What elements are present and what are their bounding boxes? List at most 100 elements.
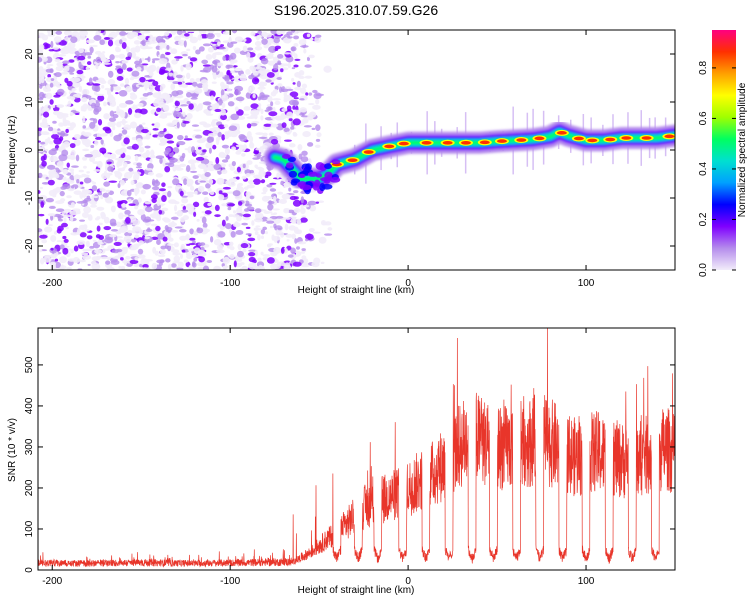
noise-speckle: [293, 35, 300, 40]
noise-speckle: [186, 30, 196, 33]
noise-speckle: [56, 240, 62, 243]
noise-speckle: [258, 136, 268, 139]
noise-speckle: [62, 117, 67, 124]
noise-speckle: [70, 202, 76, 208]
noise-speckle: [222, 265, 229, 268]
noise-speckle: [45, 218, 49, 225]
noise-speckle: [290, 51, 296, 57]
noise-speckle: [85, 240, 90, 248]
noise-speckle: [53, 72, 57, 76]
noise-speckle: [125, 46, 130, 53]
noise-speckle: [268, 52, 274, 57]
noise-speckle: [161, 35, 167, 39]
noise-speckle: [178, 39, 186, 46]
spectrogram-y-tick-label: 20: [24, 48, 35, 60]
noise-speckle: [189, 57, 198, 62]
noise-speckle: [251, 220, 255, 226]
noise-speckle: [302, 131, 311, 138]
noise-speckle: [249, 85, 255, 92]
snr-chart: -200 -100 0 100 0 100 200 300 400 500 Height of s…: [7, 327, 676, 596]
noise-speckle: [280, 247, 285, 254]
noise-speckle: [38, 66, 44, 72]
noise-speckle: [136, 66, 142, 72]
noise-speckle: [49, 99, 54, 105]
noise-speckle: [255, 132, 265, 136]
noise-speckle: [228, 125, 238, 131]
noise-speckle: [155, 173, 164, 178]
noise-speckle: [38, 205, 41, 210]
noise-speckle: [167, 199, 177, 204]
noise-speckle: [228, 36, 232, 44]
noise-speckle: [220, 114, 228, 121]
noise-speckle: [239, 75, 248, 82]
noise-speckle: [296, 246, 300, 250]
noise-speckle: [260, 94, 270, 98]
noise-speckle: [134, 205, 139, 210]
noise-speckle: [236, 176, 240, 180]
noise-speckle: [78, 85, 83, 93]
noise-speckle: [62, 235, 67, 240]
hotspot-core: [421, 141, 432, 145]
noise-speckle: [167, 190, 172, 198]
noise-speckle: [205, 111, 211, 116]
noise-speckle: [215, 156, 220, 165]
noise-speckle: [262, 132, 268, 136]
noise-speckle: [253, 217, 263, 223]
noise-speckle: [166, 243, 175, 247]
noise-speckle: [76, 69, 84, 75]
noise-speckle: [277, 191, 284, 195]
noise-speckle: [159, 248, 166, 255]
noise-speckle: [116, 248, 123, 253]
noise-speckle: [252, 50, 256, 53]
noise-speckle: [263, 195, 273, 200]
noise-speckle: [215, 136, 221, 141]
noise-speckle: [190, 170, 198, 173]
noise-speckle: [235, 151, 242, 155]
colorbar-tick-label: 0.8: [698, 61, 709, 75]
noise-speckle: [216, 62, 224, 67]
noise-speckle: [154, 250, 159, 256]
noise-speckle: [185, 82, 194, 85]
noise-speckle: [283, 139, 292, 142]
noise-speckle: [300, 204, 304, 211]
noise-speckle: [38, 114, 42, 121]
noise-speckle: [151, 58, 161, 61]
noise-speckle: [105, 164, 109, 172]
noise-speckle: [102, 126, 111, 131]
noise-speckle: [165, 229, 172, 233]
noise-speckle: [66, 96, 74, 100]
noise-speckle: [41, 181, 50, 185]
noise-speckle: [300, 156, 309, 163]
noise-speckle: [118, 53, 126, 59]
noise-speckle: [250, 122, 258, 127]
noise-speckle: [186, 183, 193, 187]
noise-speckle: [209, 236, 214, 243]
noise-speckle: [182, 205, 186, 211]
noise-speckle: [191, 81, 198, 87]
noise-speckle: [58, 218, 63, 222]
snr-y-axis-label: SNR (10 * v/v): [7, 418, 18, 482]
noise-speckle: [84, 248, 93, 252]
noise-speckle: [166, 44, 170, 50]
noise-speckle: [188, 243, 196, 246]
noise-speckle: [130, 253, 138, 257]
noise-speckle: [262, 254, 271, 257]
noise-speckle: [294, 72, 302, 78]
noise-speckle: [227, 101, 235, 107]
noise-speckle: [93, 169, 101, 172]
noise-speckle: [55, 30, 63, 35]
noise-speckle: [64, 77, 69, 83]
noise-speckle: [97, 119, 103, 126]
noise-speckle: [211, 41, 218, 44]
noise-speckle: [71, 208, 81, 212]
noise-speckle: [137, 141, 143, 145]
noise-speckle: [265, 79, 272, 83]
noise-speckle: [78, 169, 85, 173]
noise-speckle: [67, 248, 72, 251]
noise-speckle: [44, 43, 51, 49]
noise-speckle: [301, 255, 307, 260]
noise-speckle: [298, 39, 307, 46]
hotspot-core: [556, 131, 567, 135]
noise-speckle: [241, 222, 248, 226]
noise-speckle: [166, 122, 175, 127]
